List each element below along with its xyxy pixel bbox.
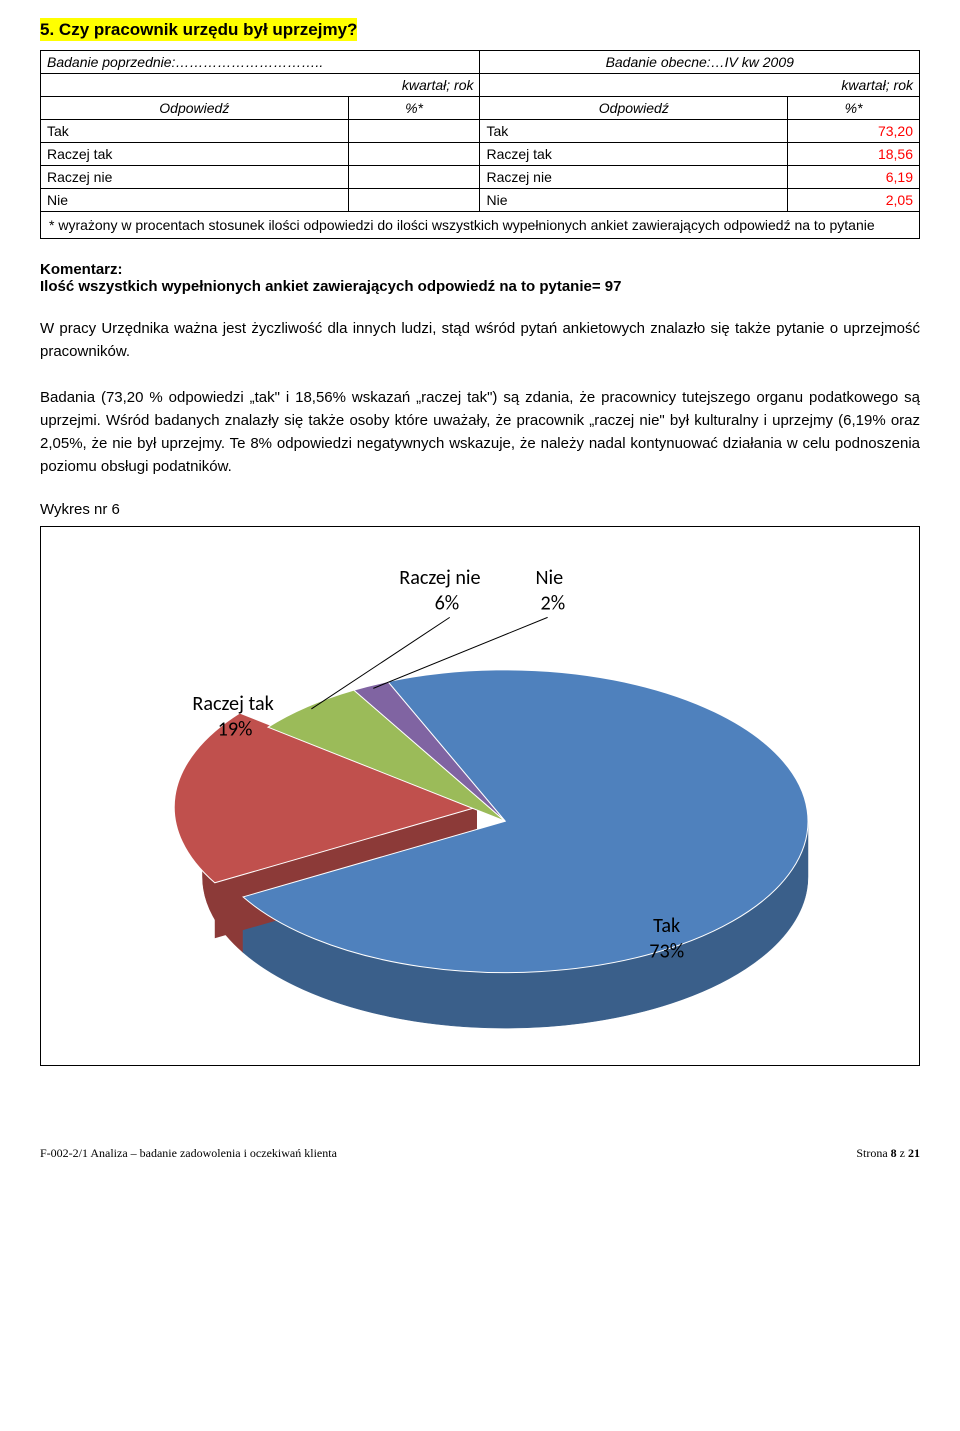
footer-right: Strona 8 z 21 bbox=[856, 1146, 920, 1161]
col-odp-left: Odpowiedź bbox=[41, 97, 349, 120]
cell-right-pct: 6,19 bbox=[788, 166, 920, 189]
prev-survey-sub: kwartał; rok bbox=[41, 74, 480, 97]
pie-chart-container: Tak73% Raczej tak19% Raczej nie6% Nie2% bbox=[40, 526, 920, 1066]
cell-left: Tak bbox=[41, 120, 349, 143]
cell-left-pct bbox=[348, 143, 480, 166]
table-row: Raczej nie Raczej nie 6,19 bbox=[41, 166, 920, 189]
cell-right-pct: 18,56 bbox=[788, 143, 920, 166]
count-line: Ilość wszystkich wypełnionych ankiet zaw… bbox=[40, 278, 920, 295]
table-row: Nie Nie 2,05 bbox=[41, 189, 920, 212]
table-footnote: * wyrażony w procentach stosunek ilości … bbox=[41, 212, 920, 239]
prev-survey-label: Badanie poprzednie:………………………….. bbox=[41, 51, 480, 74]
cell-right-pct: 73,20 bbox=[788, 120, 920, 143]
question-text: Czy pracownik urzędu był uprzejmy? bbox=[59, 20, 358, 39]
cell-left-pct bbox=[348, 120, 480, 143]
cell-left: Nie bbox=[41, 189, 349, 212]
svg-text:Raczej nie: Raczej nie bbox=[399, 566, 480, 590]
svg-text:2%: 2% bbox=[541, 591, 566, 615]
cell-right: Raczej nie bbox=[480, 166, 788, 189]
cell-left-pct bbox=[348, 166, 480, 189]
footer-page-total: 21 bbox=[908, 1146, 920, 1160]
col-odp-right: Odpowiedź bbox=[480, 97, 788, 120]
cell-right: Raczej tak bbox=[480, 143, 788, 166]
svg-text:6%: 6% bbox=[435, 591, 460, 615]
body-paragraph-2: Badania (73,20 % odpowiedzi „tak" i 18,5… bbox=[40, 386, 920, 479]
svg-text:19%: 19% bbox=[218, 717, 253, 741]
table-header-row: Badanie poprzednie:………………………….. Badanie … bbox=[41, 51, 920, 74]
table-row: Tak Tak 73,20 bbox=[41, 120, 920, 143]
footer-left: F-002-2/1 Analiza – badanie zadowolenia … bbox=[40, 1146, 337, 1161]
results-table: Badanie poprzednie:………………………….. Badanie … bbox=[40, 50, 920, 239]
cell-left-pct bbox=[348, 189, 480, 212]
page-footer: F-002-2/1 Analiza – badanie zadowolenia … bbox=[40, 1146, 920, 1161]
chart-label: Wykres nr 6 bbox=[40, 501, 920, 518]
table-row: Raczej tak Raczej tak 18,56 bbox=[41, 143, 920, 166]
svg-text:Nie: Nie bbox=[536, 566, 564, 590]
question-title: 5. Czy pracownik urzędu był uprzejmy? bbox=[40, 18, 357, 41]
col-pct-right: %* bbox=[788, 97, 920, 120]
svg-text:Raczej tak: Raczej tak bbox=[192, 692, 273, 716]
svg-text:Tak: Tak bbox=[653, 914, 680, 938]
table-column-row: Odpowiedź %* Odpowiedź %* bbox=[41, 97, 920, 120]
footer-right-prefix: Strona bbox=[856, 1146, 890, 1160]
commentary-heading: Komentarz: bbox=[40, 261, 920, 278]
footer-right-mid: z bbox=[897, 1146, 908, 1160]
table-subheader-row: kwartał; rok kwartał; rok bbox=[41, 74, 920, 97]
cell-left: Raczej nie bbox=[41, 166, 349, 189]
body-paragraph-1: W pracy Urzędnika ważna jest życzliwość … bbox=[40, 317, 920, 364]
cell-right-pct: 2,05 bbox=[788, 189, 920, 212]
table-footnote-row: * wyrażony w procentach stosunek ilości … bbox=[41, 212, 920, 239]
pie-chart-svg: Tak73% Raczej tak19% Raczej nie6% Nie2% bbox=[41, 527, 919, 1065]
cell-right: Nie bbox=[480, 189, 788, 212]
cell-left: Raczej tak bbox=[41, 143, 349, 166]
question-number: 5. bbox=[40, 20, 54, 39]
svg-text:73%: 73% bbox=[649, 939, 684, 963]
cell-right: Tak bbox=[480, 120, 788, 143]
question-title-wrap: 5. Czy pracownik urzędu był uprzejmy? bbox=[40, 20, 920, 40]
curr-survey-label: Badanie obecne:…IV kw 2009 bbox=[480, 51, 920, 74]
col-pct-left: %* bbox=[348, 97, 480, 120]
curr-survey-sub: kwartał; rok bbox=[480, 74, 920, 97]
